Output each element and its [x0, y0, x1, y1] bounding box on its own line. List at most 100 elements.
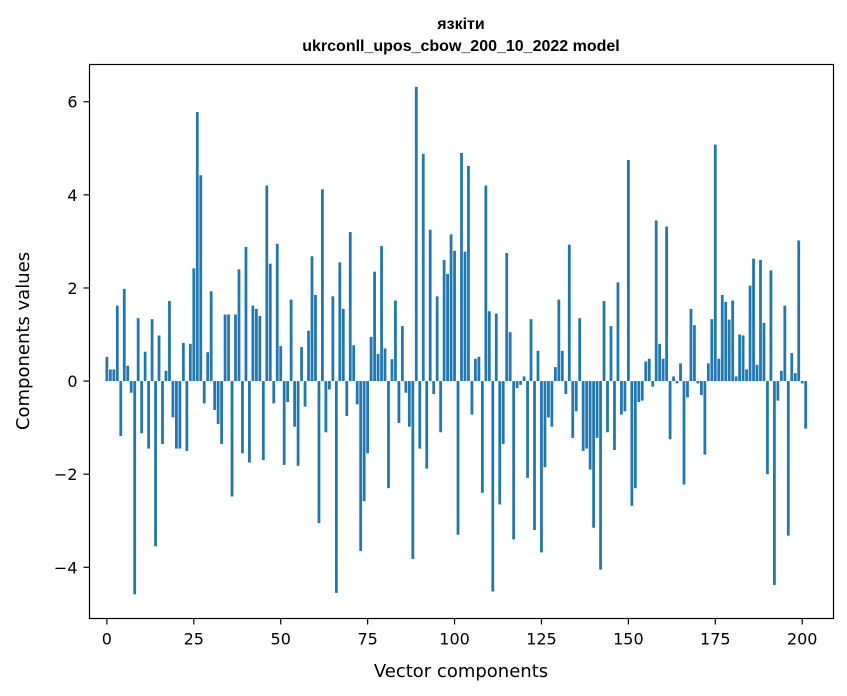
bar-161 — [665, 226, 669, 382]
bar-96 — [439, 381, 443, 433]
bar-8 — [133, 381, 137, 595]
bar-99 — [449, 234, 453, 382]
bar-57 — [303, 381, 307, 407]
bar-49 — [275, 243, 279, 382]
x-tick-label-0: 0 — [102, 630, 112, 649]
bar-86 — [404, 381, 408, 393]
bar-82 — [390, 359, 394, 382]
bar-117 — [512, 381, 516, 540]
x-tick-label-4: 100 — [439, 630, 470, 649]
bar-142 — [599, 381, 602, 570]
bar-156 — [647, 358, 651, 382]
bar-121 — [526, 381, 529, 478]
bar-140 — [592, 381, 595, 528]
bar-110 — [487, 311, 491, 382]
bar-131 — [560, 350, 564, 382]
bar-92 — [425, 381, 429, 469]
bar-58 — [307, 330, 310, 382]
bar-139 — [588, 381, 592, 470]
bar-88 — [411, 381, 415, 559]
bar-34 — [223, 314, 227, 382]
bar-69 — [345, 381, 349, 416]
x-axis: 0 25 50 75 100 125 150 175 200 — [102, 618, 818, 649]
x-tick-label-5: 125 — [526, 630, 557, 649]
bar-175 — [713, 144, 717, 382]
bar-159 — [658, 343, 662, 382]
bar-44 — [258, 315, 262, 382]
bar-181 — [734, 376, 738, 382]
bar-60 — [314, 294, 317, 382]
bar-146 — [613, 381, 616, 450]
bar-105 — [470, 381, 474, 415]
bar-51 — [282, 381, 286, 465]
bar-38 — [237, 269, 241, 382]
bar-154 — [640, 381, 644, 401]
x-tick-label-8: 200 — [787, 630, 818, 649]
bar-62 — [321, 189, 324, 382]
bar-112 — [494, 313, 498, 382]
bar-50 — [279, 346, 283, 382]
bar-187 — [755, 364, 759, 382]
bar-130 — [557, 299, 561, 382]
bar-15 — [157, 335, 161, 382]
bar-106 — [474, 358, 477, 382]
bar-183 — [741, 335, 745, 382]
bar-19 — [171, 381, 175, 418]
bar-65 — [331, 296, 335, 382]
bar-94 — [432, 381, 436, 395]
bar-54 — [293, 381, 297, 427]
bar-22 — [181, 342, 185, 382]
bar-29 — [206, 352, 210, 382]
bar-4 — [119, 381, 123, 436]
bar-67 — [338, 262, 342, 382]
bar-77 — [373, 271, 376, 382]
bar-185 — [748, 285, 752, 382]
bar-102 — [460, 152, 463, 382]
bar-7 — [129, 381, 133, 393]
bar-160 — [661, 358, 665, 382]
bar-52 — [286, 381, 290, 403]
bar-132 — [564, 381, 568, 395]
bar-35 — [227, 314, 230, 382]
bar-143 — [602, 301, 606, 382]
bar-74 — [362, 381, 366, 502]
y-axis-label: Components values — [13, 252, 34, 430]
x-tick-label-1: 25 — [184, 630, 204, 649]
x-tick-label-2: 50 — [271, 630, 291, 649]
bar-12 — [147, 381, 150, 449]
bar-5 — [122, 288, 126, 382]
bar-119 — [519, 381, 522, 385]
y-tick-label-1: −2 — [54, 465, 78, 484]
bar-137 — [581, 381, 585, 451]
bar-115 — [505, 253, 509, 382]
bar-10 — [140, 381, 144, 434]
bar-36 — [230, 381, 234, 497]
bar-148 — [620, 381, 623, 415]
bar-113 — [498, 381, 502, 505]
bar-190 — [766, 381, 769, 475]
bar-31 — [213, 381, 217, 410]
bar-72 — [355, 381, 359, 405]
bar-192 — [773, 381, 776, 585]
bar-18 — [168, 301, 171, 382]
bar-93 — [428, 229, 432, 382]
bar-13 — [150, 319, 154, 382]
bar-169 — [693, 325, 696, 382]
bar-114 — [501, 381, 505, 444]
bar-101 — [456, 381, 460, 535]
bar-200 — [800, 381, 804, 384]
bar-199 — [797, 240, 801, 382]
bar-0 — [105, 356, 109, 382]
bar-111 — [491, 381, 495, 592]
bar-97 — [442, 260, 446, 382]
bar-120 — [522, 376, 526, 382]
plot-frame — [88, 63, 835, 620]
chart-title-line2: ukrconll_upos_cbow_200_10_2022 model — [302, 38, 619, 55]
bar-116 — [508, 332, 512, 382]
bar-73 — [359, 381, 363, 551]
bar-122 — [529, 319, 533, 382]
bar-14 — [154, 381, 157, 547]
bar-176 — [717, 358, 721, 382]
bar-55 — [296, 381, 300, 466]
